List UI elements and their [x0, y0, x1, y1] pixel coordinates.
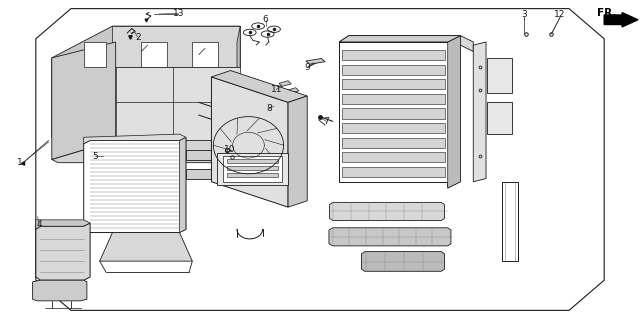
Polygon shape [211, 77, 288, 207]
Polygon shape [179, 137, 186, 233]
Polygon shape [342, 108, 445, 119]
Polygon shape [342, 50, 445, 60]
Polygon shape [329, 228, 451, 246]
Text: 6: 6 [263, 15, 269, 24]
Polygon shape [186, 150, 214, 160]
Polygon shape [84, 137, 186, 233]
Polygon shape [52, 58, 58, 140]
Polygon shape [116, 67, 240, 140]
Polygon shape [113, 26, 240, 67]
Polygon shape [288, 96, 307, 207]
Polygon shape [52, 26, 240, 67]
Polygon shape [448, 36, 461, 188]
Text: 11: 11 [271, 85, 282, 94]
Polygon shape [36, 220, 90, 229]
Polygon shape [330, 202, 445, 220]
Polygon shape [342, 167, 445, 177]
Text: FR.: FR. [597, 8, 616, 19]
Polygon shape [58, 42, 240, 67]
Polygon shape [52, 140, 240, 163]
Text: 8: 8 [266, 104, 272, 113]
Text: 9: 9 [305, 63, 310, 72]
Text: 7: 7 [323, 117, 329, 126]
Polygon shape [227, 159, 278, 163]
Polygon shape [342, 79, 445, 89]
Polygon shape [52, 42, 116, 160]
Polygon shape [216, 153, 288, 185]
Polygon shape [237, 26, 240, 67]
Polygon shape [342, 94, 445, 104]
Polygon shape [448, 36, 461, 188]
Polygon shape [84, 42, 106, 67]
Polygon shape [342, 152, 445, 162]
FancyArrow shape [604, 13, 638, 27]
Polygon shape [227, 166, 278, 170]
Polygon shape [269, 102, 282, 109]
Text: 2: 2 [135, 33, 141, 42]
Polygon shape [36, 223, 90, 280]
Polygon shape [487, 102, 511, 134]
Text: 5: 5 [92, 152, 98, 161]
Polygon shape [342, 137, 445, 148]
Polygon shape [287, 88, 299, 93]
Polygon shape [339, 36, 473, 51]
Polygon shape [218, 83, 237, 96]
Polygon shape [211, 70, 307, 102]
Polygon shape [227, 173, 278, 177]
Polygon shape [487, 58, 511, 93]
Polygon shape [192, 42, 218, 67]
Polygon shape [339, 36, 461, 42]
Text: 4: 4 [36, 220, 42, 229]
Text: 3: 3 [522, 11, 527, 19]
Polygon shape [84, 134, 186, 144]
Text: 10: 10 [223, 145, 235, 154]
Text: 13: 13 [172, 9, 184, 18]
Polygon shape [342, 64, 445, 75]
Polygon shape [100, 233, 192, 261]
Text: 1: 1 [17, 158, 23, 167]
Polygon shape [362, 252, 445, 271]
Polygon shape [186, 169, 214, 179]
Polygon shape [306, 58, 325, 64]
Polygon shape [342, 123, 445, 133]
Polygon shape [473, 42, 486, 182]
Text: 12: 12 [554, 11, 566, 19]
Polygon shape [279, 81, 291, 86]
Polygon shape [339, 42, 448, 182]
Polygon shape [33, 280, 87, 301]
Polygon shape [141, 42, 167, 67]
Polygon shape [502, 182, 518, 261]
Polygon shape [223, 156, 282, 182]
